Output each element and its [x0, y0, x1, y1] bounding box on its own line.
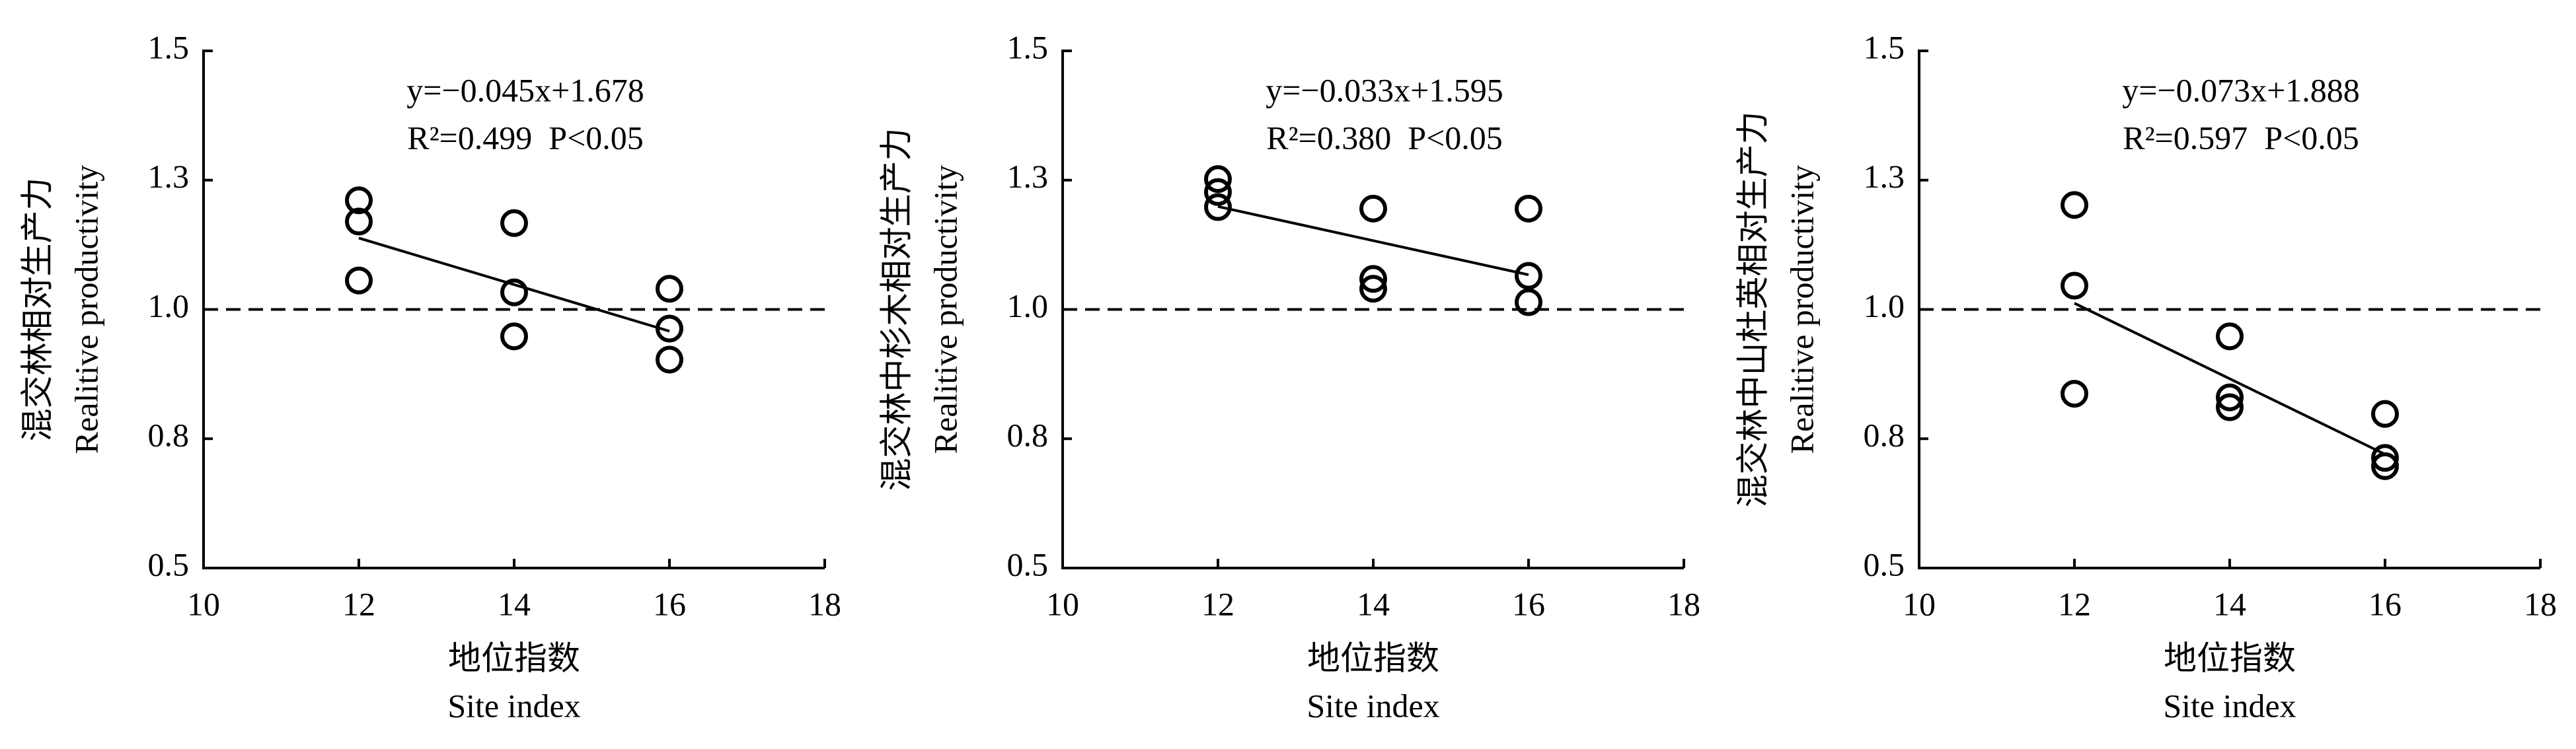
y-tick-label: 1.5 [1864, 28, 1905, 65]
point [345, 186, 373, 215]
x-tick-label: 10 [1046, 585, 1079, 622]
y-tick-label: 1.0 [1007, 287, 1049, 324]
point [1515, 288, 1542, 316]
fit-line [358, 236, 670, 333]
point [2371, 452, 2399, 480]
point [500, 209, 528, 237]
y-tick-label: 1.3 [148, 158, 190, 195]
point [2371, 400, 2399, 428]
point [2061, 271, 2088, 300]
x-tick-label: 12 [1201, 585, 1234, 622]
x-tick-label: 18 [808, 585, 841, 622]
y-tick-label: 1.5 [1007, 28, 1049, 65]
y-label-en: Realitive productivity [67, 165, 104, 454]
point [2216, 383, 2244, 411]
x-tick-label: 16 [1512, 585, 1545, 622]
point [345, 207, 373, 236]
y-tick-label: 1.3 [1007, 158, 1049, 195]
x-tick-label: 18 [2524, 585, 2557, 622]
y-label-en: Realitive productivity [927, 165, 964, 454]
y-label-en: Realitive productivity [1783, 165, 1820, 454]
y-label: 混交林中杉木相对生产力 [878, 128, 915, 491]
point [1359, 194, 1387, 223]
stats: R²=0.380 P<0.05 [1266, 119, 1503, 156]
x-label-en: Site index [2163, 687, 2296, 724]
point [2216, 322, 2244, 351]
x-tick-label: 14 [1357, 585, 1390, 622]
fit-line [1217, 205, 1529, 276]
point [656, 314, 683, 343]
x-label-en: Site index [447, 687, 580, 724]
y-tick-label: 0.8 [148, 417, 190, 454]
x-tick-label: 16 [2368, 585, 2402, 622]
y-label: 混交林中山杜英相对生产力 [1734, 112, 1771, 508]
y-tick-label: 1.0 [148, 287, 190, 324]
stats: R²=0.597 P<0.05 [2123, 119, 2359, 156]
point [1204, 165, 1232, 194]
point [1515, 262, 1542, 290]
x-tick-label: 14 [498, 585, 531, 622]
y-tick-label: 0.5 [1007, 546, 1049, 583]
y-tick-label: 0.5 [1864, 546, 1905, 583]
y-tick-label: 0.5 [148, 546, 190, 583]
x-tick-label: 12 [2058, 585, 2091, 622]
equation: y=−0.073x+1.888 [2122, 71, 2360, 108]
point [2061, 380, 2088, 408]
point [2371, 444, 2399, 472]
y-tick-label: 1.3 [1864, 158, 1905, 195]
y-tick-label: 1.5 [148, 28, 190, 65]
x-tick-label: 14 [2213, 585, 2246, 622]
point [345, 266, 373, 295]
point [1515, 194, 1542, 223]
point [656, 345, 683, 374]
y-tick-label: 0.8 [1864, 417, 1905, 454]
x-tick-label: 18 [1667, 585, 1700, 622]
point [500, 278, 528, 306]
x-tick-label: 16 [653, 585, 686, 622]
x-label-en: Site index [1307, 687, 1439, 724]
point [1204, 193, 1232, 221]
y-tick-label: 1.0 [1864, 287, 1905, 324]
point [1204, 178, 1232, 206]
point [500, 322, 528, 351]
y-tick-label: 0.8 [1007, 417, 1049, 454]
point [1359, 265, 1387, 293]
x-label: 地位指数 [448, 639, 580, 676]
equation: y=−0.033x+1.595 [1266, 71, 1503, 108]
x-label: 地位指数 [1307, 639, 1439, 676]
equation: y=−0.045x+1.678 [406, 71, 644, 108]
stats: R²=0.499 P<0.05 [407, 119, 644, 156]
x-tick-label: 10 [1903, 585, 1936, 622]
fit-line [2074, 302, 2386, 456]
y-label: 混交林相对生产力 [19, 178, 56, 442]
point [1359, 275, 1387, 303]
point [2061, 191, 2088, 219]
x-tick-label: 10 [187, 585, 220, 622]
point [656, 275, 683, 303]
x-tick-label: 12 [342, 585, 375, 622]
x-label: 地位指数 [2164, 639, 2296, 676]
point [2216, 393, 2244, 421]
